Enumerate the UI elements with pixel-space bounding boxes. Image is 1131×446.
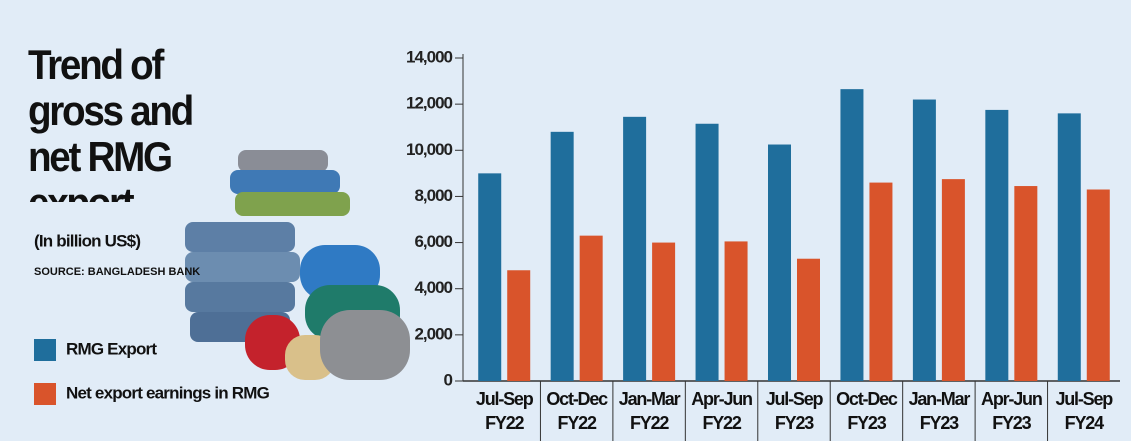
bar <box>507 270 531 381</box>
bar <box>985 109 1009 382</box>
legend-label: RMG Export <box>66 339 157 358</box>
bar <box>869 182 893 381</box>
x-tick-label: FY22 <box>630 413 669 433</box>
x-tick-label: Jan-Mar <box>619 389 681 409</box>
legend-swatch <box>34 383 56 405</box>
bar <box>768 144 791 381</box>
bar <box>797 258 820 381</box>
x-tick-label: FY23 <box>920 413 959 433</box>
x-tick-label: FY23 <box>992 413 1031 433</box>
x-tick-label: FY23 <box>847 413 886 433</box>
bar <box>1014 186 1038 381</box>
bar <box>579 235 603 381</box>
y-tick-label: 4,000 <box>414 278 452 297</box>
x-tick-label: FY24 <box>1065 413 1104 433</box>
y-tick-label: 2,000 <box>414 324 452 343</box>
x-tick-label: Apr-Jun <box>691 389 752 409</box>
x-tick-label: Jul-Sep <box>476 389 534 409</box>
bar <box>550 131 574 381</box>
chart-title: Trend of gross and net RMG export <box>28 42 194 202</box>
x-tick-label: FY22 <box>485 413 524 433</box>
x-tick-label: FY23 <box>775 413 814 433</box>
x-tick-label: Jan-Mar <box>909 389 971 409</box>
y-tick-label: 14,000 <box>406 47 453 66</box>
bar <box>840 89 864 382</box>
x-tick-label: FY22 <box>558 413 597 433</box>
y-tick-label: 12,000 <box>406 94 453 113</box>
source: SOURCE: BANGLADESH BANK <box>34 266 200 278</box>
x-tick-label: Jul-Sep <box>766 389 824 409</box>
subtitle: (In billion US$) <box>34 231 140 250</box>
legend-swatch <box>34 339 56 361</box>
clothes-illustration <box>185 150 410 380</box>
x-tick-label: Oct-Dec <box>836 389 898 409</box>
y-tick-label: 8,000 <box>414 186 452 205</box>
x-tick-label: Apr-Jun <box>981 389 1042 409</box>
bar <box>1086 189 1110 381</box>
y-tick-label: 6,000 <box>414 232 452 251</box>
title-box: Trend of gross and net RMG export <box>28 42 194 202</box>
y-tick-label: 0 <box>444 370 453 389</box>
legend-label: Net export earnings in RMG <box>66 383 270 402</box>
bar <box>652 242 676 381</box>
x-tick-label: Jul-Sep <box>1055 389 1113 409</box>
bar <box>1057 113 1081 381</box>
x-tick-label: Oct-Dec <box>546 389 608 409</box>
bar <box>478 173 502 381</box>
y-tick-label: 10,000 <box>406 140 453 159</box>
bar <box>623 116 647 381</box>
bar <box>695 123 719 381</box>
bar <box>724 241 748 381</box>
bar <box>912 99 936 382</box>
bar <box>941 179 965 381</box>
x-tick-label: FY22 <box>702 413 741 433</box>
